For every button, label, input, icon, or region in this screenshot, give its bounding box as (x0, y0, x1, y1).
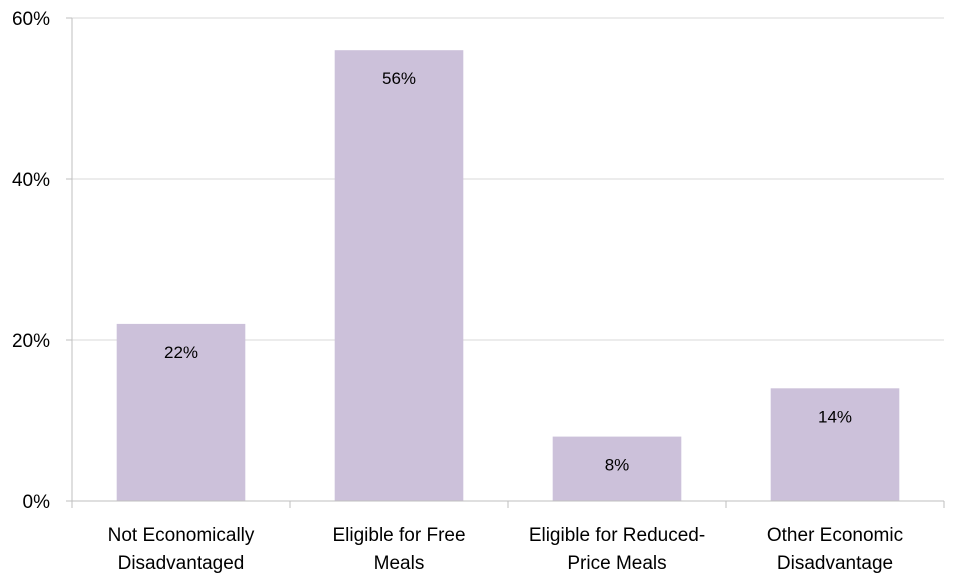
y-tick-label: 20% (12, 331, 50, 352)
y-tick-label: 40% (12, 170, 50, 191)
bars (116, 50, 900, 501)
x-tick-label: Eligible for Free (332, 525, 465, 546)
gridlines (72, 17, 944, 341)
x-tick-label: Disadvantaged (118, 553, 245, 574)
bar (770, 388, 900, 501)
data-label: 14% (818, 407, 852, 426)
bar (334, 50, 464, 501)
x-tick-label: Meals (374, 553, 425, 574)
x-tick-label: Not Economically (108, 525, 255, 546)
x-tick-label: Price Meals (567, 553, 666, 574)
labels: 0% 20% 40% 60% 22% Not Economically Disadvanta… (12, 9, 903, 574)
y-tick-label: 60% (12, 9, 50, 30)
axes (66, 17, 945, 508)
data-label: 56% (382, 69, 416, 88)
bar (552, 436, 682, 501)
y-tick-label: 0% (23, 492, 51, 513)
x-tick-label: Other Economic (767, 525, 903, 546)
data-label: 8% (605, 456, 630, 475)
data-label: 22% (164, 343, 198, 362)
x-tick-label: Eligible for Reduced- (529, 525, 705, 546)
x-tick-label: Disadvantage (777, 553, 893, 574)
bar (116, 323, 246, 501)
